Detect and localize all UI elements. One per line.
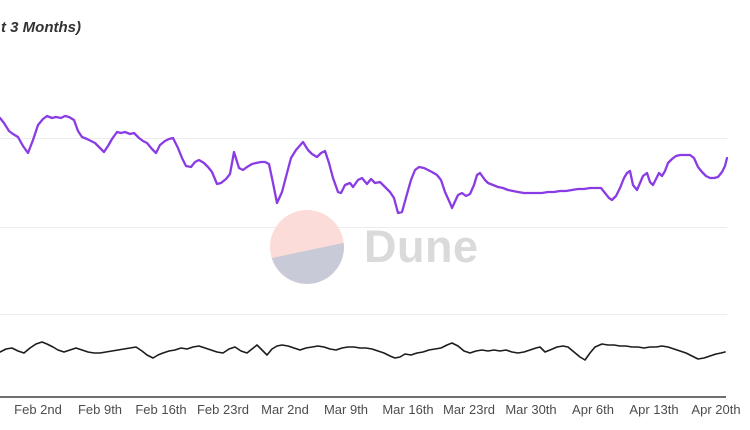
dune-logo-icon — [270, 210, 344, 284]
x-axis-line — [0, 396, 726, 398]
x-axis-tick-label: Feb 2nd — [14, 402, 62, 417]
x-axis-tick-label: Feb 9th — [77, 402, 123, 417]
chart-title: t 3 Months) — [1, 19, 81, 36]
x-axis-tick-label: Mar 16th — [382, 402, 434, 417]
x-axis-tick-label: Feb 23rd — [196, 402, 250, 417]
dune-watermark-text: Dune — [364, 221, 479, 272]
x-axis-tick-label: Apr 13th — [629, 402, 679, 417]
black-series — [0, 341, 726, 361]
gridline — [0, 227, 727, 228]
x-axis-tick-label: Feb 16th — [135, 402, 187, 417]
gridline — [0, 138, 727, 139]
x-axis-tick-label: Mar 9th — [323, 402, 369, 417]
x-axis-tick-label: Mar 23rd — [442, 402, 496, 417]
x-axis-tick-label: Apr 20th — [691, 402, 741, 417]
purple-series — [0, 114, 729, 215]
gridline — [0, 314, 727, 315]
x-axis-tick-label: Mar 30th — [505, 402, 557, 417]
dune-watermark: Dune — [270, 210, 479, 284]
x-axis-tick-label: Apr 6th — [572, 402, 614, 417]
x-axis-tick-label: Mar 2nd — [261, 402, 309, 417]
